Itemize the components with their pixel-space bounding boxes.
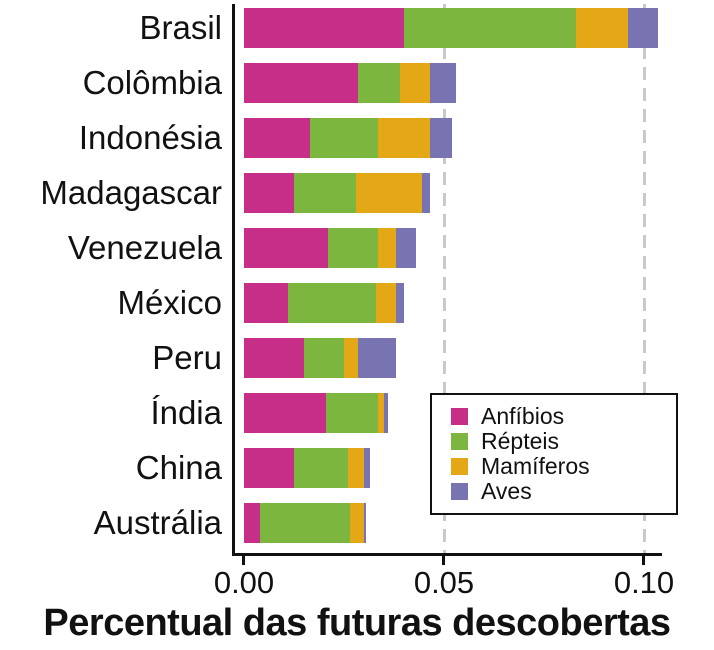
legend-item: Anfíbios (451, 404, 676, 429)
bar-segment-repteis (288, 283, 376, 323)
bar-segment-aves (358, 338, 396, 378)
legend-label: Répteis (481, 428, 559, 454)
x-axis-tick (442, 556, 445, 565)
bar-segment-mamiferos (356, 173, 422, 213)
legend-swatch-mamiferos (451, 458, 468, 475)
bar-segment-mamiferos (378, 228, 396, 268)
bar-segment-aves (364, 448, 370, 488)
x-axis-tick (642, 556, 645, 565)
legend-item: Mamíferos (451, 454, 676, 479)
x-tick-label: 0.05 (413, 565, 475, 600)
bar-segment-aves (384, 393, 388, 433)
bar-segment-anfibios (244, 393, 326, 433)
y-axis-label: Venezuela (67, 229, 222, 266)
bar-segment-repteis (358, 63, 400, 103)
gridline (642, 4, 646, 553)
y-axis-label: Austrália (93, 504, 222, 541)
x-axis-tick (242, 556, 245, 565)
y-axis-label: México (117, 284, 222, 321)
bar-segment-mamiferos (576, 8, 628, 48)
bar-segment-repteis (304, 338, 344, 378)
x-axis-title: Percentual das futuras descobertas (43, 602, 671, 644)
y-axis-label: Índia (150, 394, 222, 431)
bar-segment-anfibios (244, 118, 310, 158)
y-axis-label: Peru (152, 339, 222, 376)
bar-segment-anfibios (244, 228, 328, 268)
bar-segment-anfibios (244, 448, 294, 488)
bar-segment-anfibios (244, 283, 288, 323)
bar-segment-aves (396, 228, 416, 268)
bar-segment-anfibios (244, 63, 358, 103)
bar-segment-mamiferos (376, 283, 396, 323)
legend-item: Répteis (451, 429, 676, 454)
legend-swatch-aves (451, 483, 468, 500)
bar-segment-anfibios (244, 503, 260, 543)
legend-item: Aves (451, 479, 676, 504)
bar-segment-repteis (294, 173, 356, 213)
legend-label: Mamíferos (481, 453, 590, 479)
bar-segment-anfibios (244, 173, 294, 213)
legend: Anfíbios Répteis Mamíferos Aves (430, 393, 678, 515)
gridline (442, 4, 446, 553)
bar-segment-repteis (328, 228, 378, 268)
bar-segment-aves (422, 173, 430, 213)
bar-segment-anfibios (244, 338, 304, 378)
bar-segment-aves (430, 63, 456, 103)
bar-segment-mamiferos (348, 448, 364, 488)
y-axis-label: Brasil (139, 9, 222, 46)
legend-swatch-repteis (451, 433, 468, 450)
bar-segment-aves (430, 118, 452, 158)
bar-segment-anfibios (244, 8, 404, 48)
x-axis-line (232, 553, 662, 556)
legend-label: Anfíbios (481, 403, 565, 429)
legend-label: Aves (481, 478, 532, 504)
bar-segment-repteis (260, 503, 350, 543)
bar-segment-repteis (404, 8, 576, 48)
y-axis-label: Colômbia (82, 64, 222, 101)
bar-segment-mamiferos (344, 338, 358, 378)
y-axis-label: Indonésia (78, 119, 222, 156)
bar-segment-repteis (326, 393, 378, 433)
bar-segment-mamiferos (350, 503, 364, 543)
x-tick-label: 0.10 (613, 565, 675, 600)
plot-area (244, 4, 684, 553)
y-axis-label: Madagascar (40, 174, 222, 211)
bar-segment-aves (396, 283, 404, 323)
y-axis-label: China (135, 449, 222, 486)
bar-segment-repteis (310, 118, 378, 158)
legend-swatch-anfibios (451, 408, 468, 425)
bar-segment-repteis (294, 448, 348, 488)
bar-segment-mamiferos (400, 63, 430, 103)
y-axis-line (232, 4, 235, 556)
bar-segment-mamiferos (378, 118, 430, 158)
x-tick-label: 0.00 (213, 565, 275, 600)
bar-segment-aves (628, 8, 658, 48)
bar-segment-aves (364, 503, 366, 543)
bar-segment-mamiferos (378, 393, 384, 433)
